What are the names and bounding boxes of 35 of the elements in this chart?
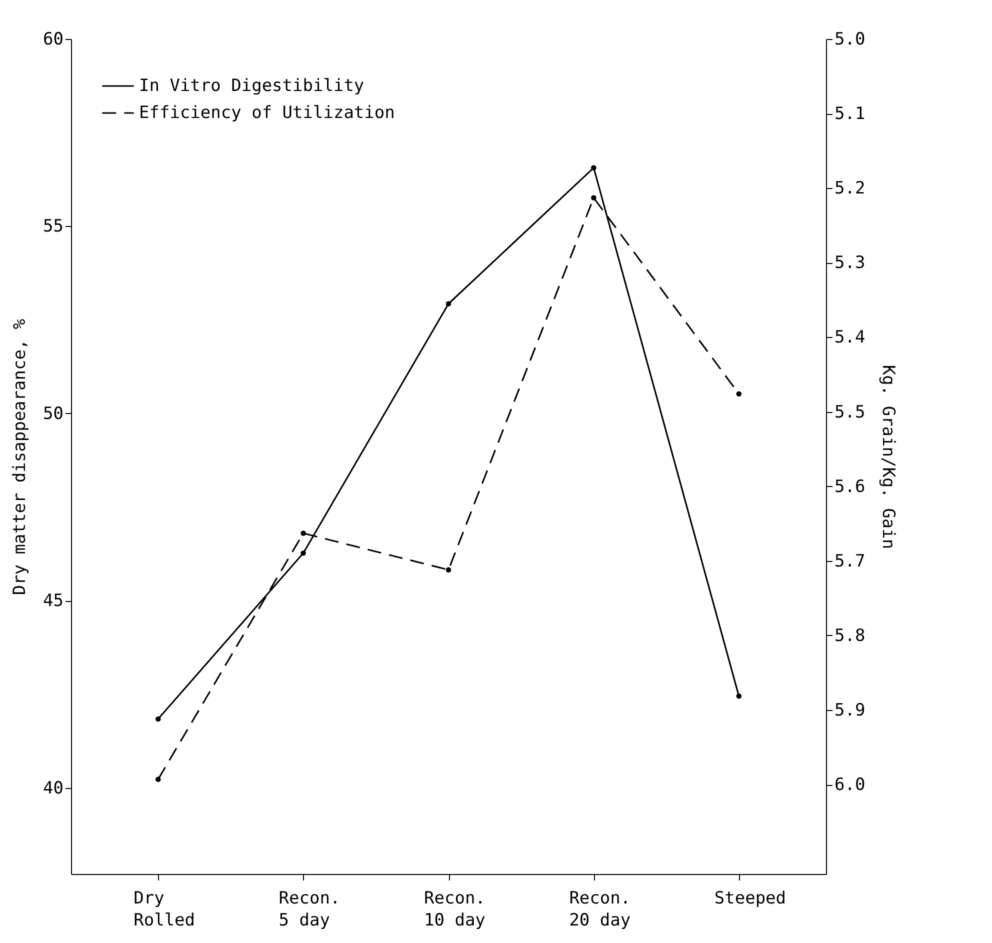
point — [446, 301, 452, 306]
x-tick-label: Recon. 5 day — [278, 888, 340, 930]
x-tick-label: Recon. 20 day — [569, 888, 631, 930]
x-tick-label: Recon. 10 day — [424, 888, 486, 930]
y2-tick-label: 5.9 — [834, 700, 866, 720]
legend-label: In Vitro Digestibility — [139, 76, 364, 96]
point — [446, 567, 452, 572]
y2-tick-label: 5.4 — [834, 328, 866, 348]
y2-axis-title: Kg. Grain/Kg. Gain — [878, 364, 898, 550]
y-tick-label: 40 — [43, 778, 64, 798]
x-tick-label: Steeped — [714, 888, 786, 908]
point — [300, 550, 306, 556]
legend-label: Efficiency of Utilization — [139, 103, 395, 123]
y2-tick-label: 6.0 — [834, 775, 866, 796]
y-tick-label: 60 — [43, 30, 64, 50]
y2-tick-label: 5.5 — [834, 402, 866, 422]
y-tick-label: 55 — [43, 216, 64, 237]
y2-tick-label: 5.6 — [834, 476, 866, 497]
point — [155, 776, 161, 782]
y-tick-label: 50 — [43, 404, 64, 424]
point — [300, 530, 306, 536]
y2-tick-label: 5.3 — [834, 253, 866, 274]
y2-tick-label: 5.0 — [834, 30, 866, 50]
point — [155, 716, 161, 722]
y-tick-label: 45 — [43, 591, 64, 612]
y2-tick-label: 5.7 — [834, 551, 866, 572]
y2-tick-label: 5.1 — [834, 104, 866, 124]
x-tick-label: Dry Rolled — [134, 888, 196, 930]
point — [736, 694, 742, 699]
y2-tick-label: 5.8 — [834, 626, 866, 646]
point — [736, 391, 742, 397]
y2-tick-label: 5.2 — [834, 178, 866, 199]
point — [591, 195, 596, 200]
y-axis-title: Dry matter disappearance, % — [10, 318, 30, 596]
point — [591, 165, 596, 170]
